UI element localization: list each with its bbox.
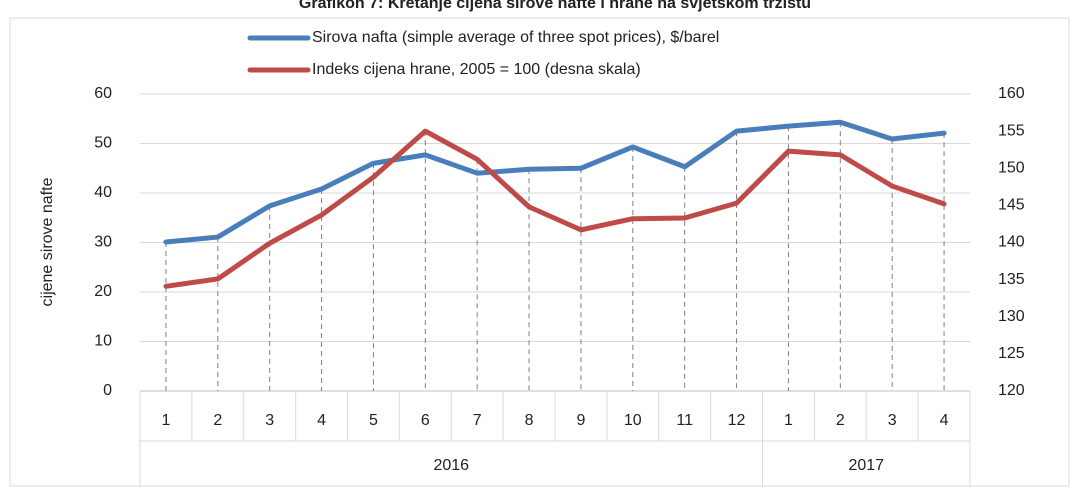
- y2-tick-label: 135: [998, 271, 1025, 288]
- y2-tick-label: 150: [998, 159, 1025, 176]
- y-tick-label: 40: [94, 184, 112, 201]
- series-line: [163, 119, 947, 245]
- y-tick-label: 50: [94, 135, 112, 152]
- legend-label: Sirova nafta (simple average of three sp…: [312, 29, 719, 46]
- y-tick-label: 30: [94, 234, 112, 251]
- x-tick-label: 9: [576, 412, 585, 429]
- x-tick-label: 6: [421, 412, 430, 429]
- y2-tick-label: 130: [998, 308, 1025, 325]
- x-tick-label: 2: [836, 412, 845, 429]
- x-tick-label: 7: [473, 412, 482, 429]
- x-tick-label: 1: [161, 412, 170, 429]
- x-tick-label: 4: [940, 412, 949, 429]
- y2-tick-label: 160: [998, 85, 1025, 102]
- x-tick-label: 12: [728, 412, 746, 429]
- y-tick-label: 0: [103, 382, 112, 399]
- y2-tick-label: 120: [998, 382, 1025, 399]
- x-tick-label: 10: [624, 412, 642, 429]
- y-axis-label: cijene sirove nafte: [39, 177, 56, 306]
- y-tick-label: 10: [94, 333, 112, 350]
- group-label: 2017: [848, 457, 884, 474]
- x-tick-label: 3: [265, 412, 274, 429]
- chart-title: Grafikon 7: Kretanje cijena sirove nafte…: [299, 0, 811, 12]
- x-tick-label: 3: [888, 412, 897, 429]
- x-tick-label: 4: [317, 412, 326, 429]
- x-tick-label: 8: [525, 412, 534, 429]
- x-tick-label: 1: [784, 412, 793, 429]
- y2-tick-label: 155: [998, 122, 1025, 139]
- y2-tick-label: 140: [998, 234, 1025, 251]
- chart-border: [9, 17, 1070, 487]
- y2-tick-label: 125: [998, 345, 1025, 362]
- legend-label: Indeks cijena hrane, 2005 = 100 (desna s…: [312, 61, 641, 78]
- y2-tick-label: 145: [998, 197, 1025, 214]
- y-tick-label: 20: [94, 283, 112, 300]
- series-line: [163, 128, 947, 289]
- group-label: 2016: [433, 457, 469, 474]
- x-tick-label: 5: [369, 412, 378, 429]
- x-tick-label: 11: [676, 412, 693, 429]
- y-tick-label: 60: [94, 85, 112, 102]
- x-tick-label: 2: [213, 412, 222, 429]
